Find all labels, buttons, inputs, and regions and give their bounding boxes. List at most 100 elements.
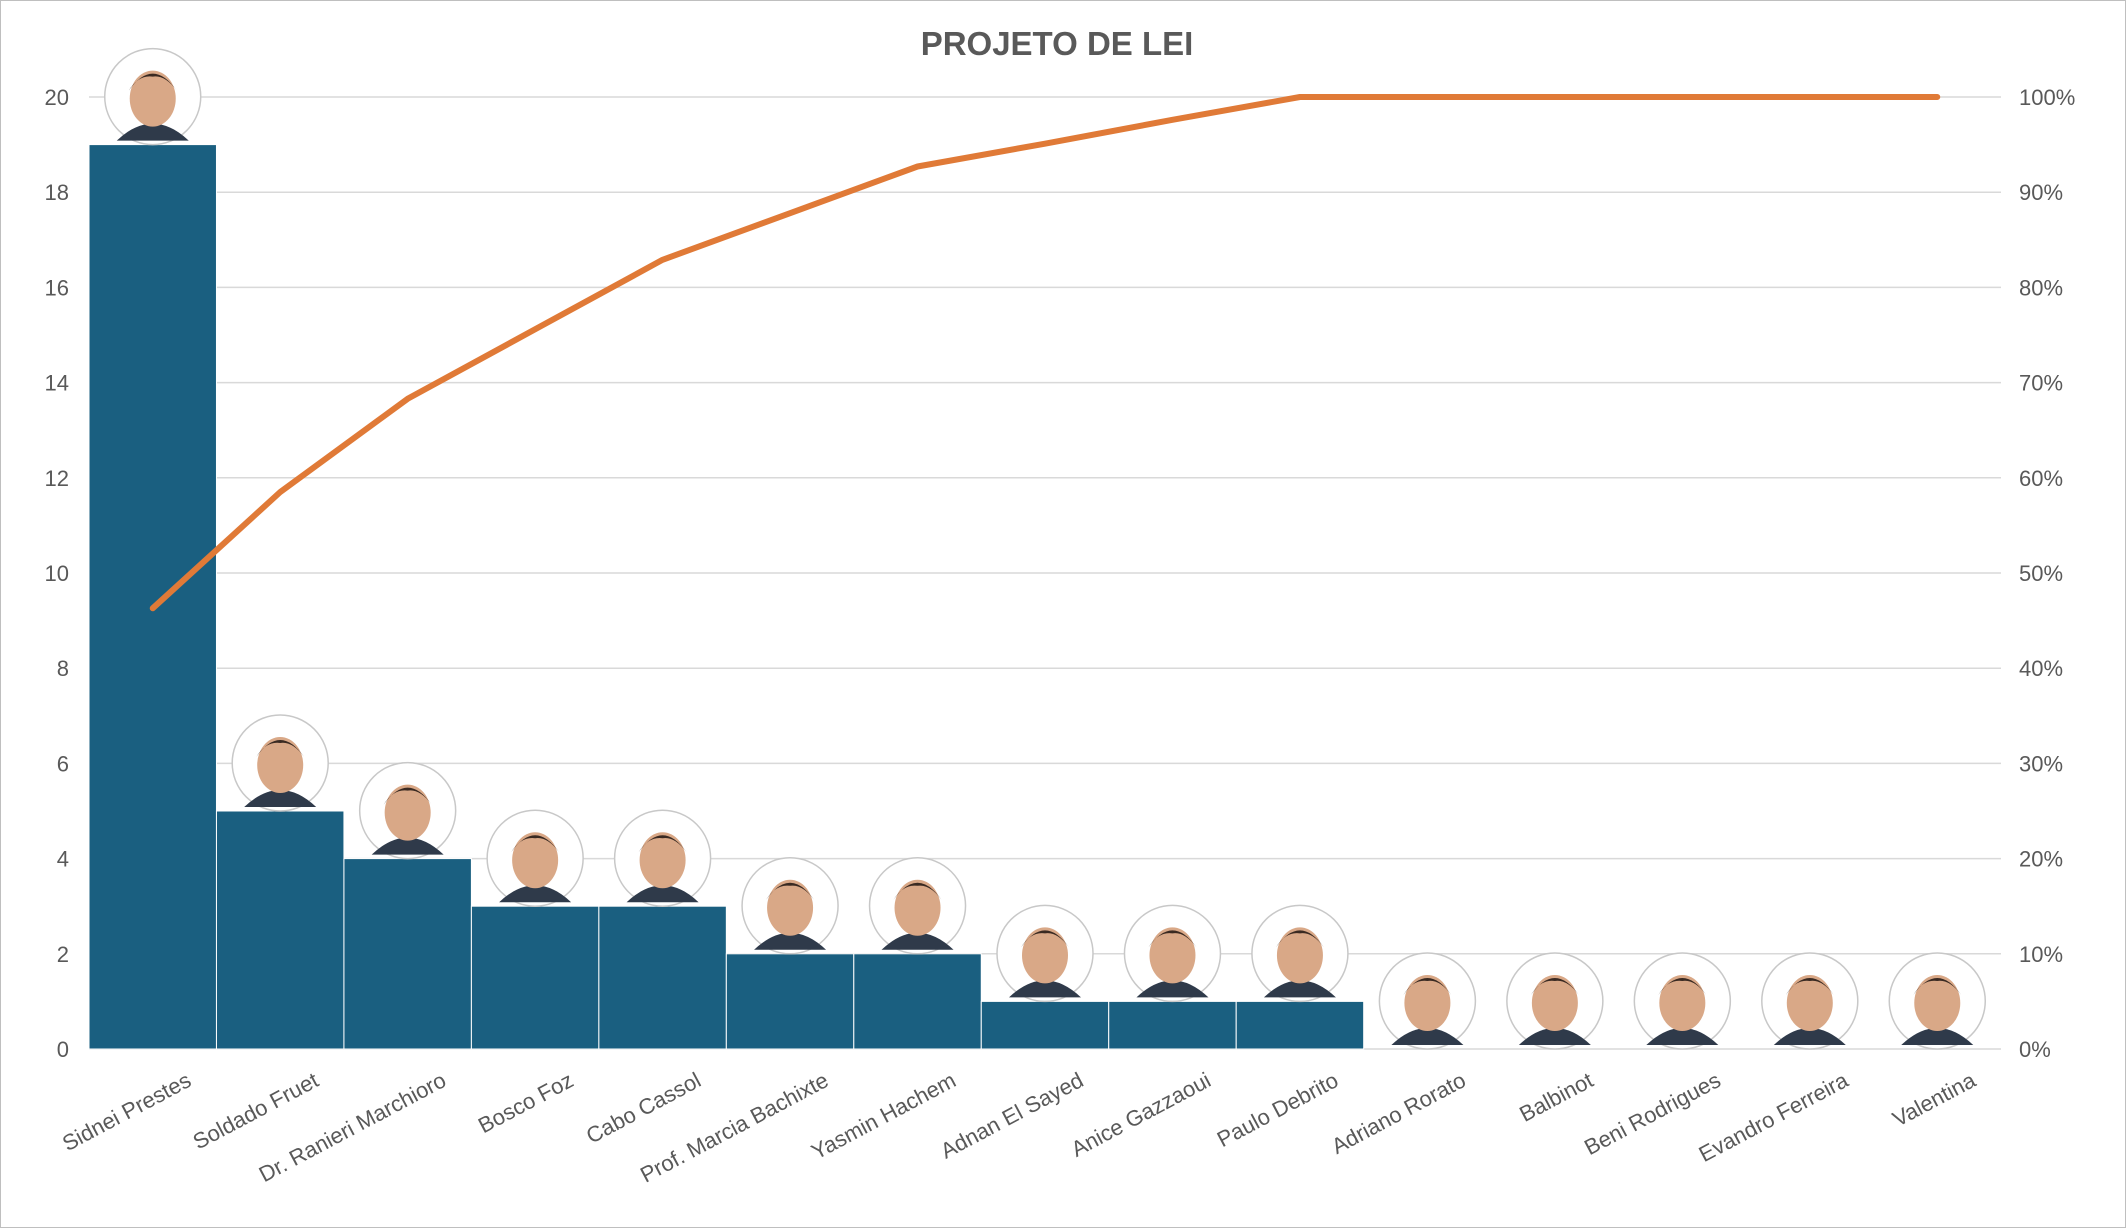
bar [470,905,600,1050]
x-category-label: Cabo Cassol [582,1067,705,1148]
avatar-face [1276,927,1323,984]
avatar-shoulders [1646,1028,1719,1045]
avatar-hair [1021,930,1069,948]
x-category-label: Valentina [1888,1067,1980,1132]
x-category-label: Adnan El Sayed [936,1067,1087,1163]
y-right-tick-label: 60% [2019,466,2063,491]
avatars [103,47,1987,1050]
cumulative-line [149,94,1941,612]
avatar-hair [1913,978,1962,995]
bar [1235,1000,1365,1050]
avatar-face [1404,975,1451,1031]
avatar-face [512,832,559,889]
bar [215,810,345,1050]
avatar-hair [383,787,432,805]
avatar-photo [1761,952,1859,1050]
avatar-hair [1275,930,1324,948]
avatar-face [1149,927,1196,984]
avatar-hair [128,73,177,91]
avatar-shoulders [371,837,444,855]
y-left-tick-label: 14 [45,371,69,396]
y-right-tick-label: 100% [2019,85,2075,110]
avatar-photo [1633,952,1732,1050]
y-right-tick-label: 80% [2019,275,2063,300]
y-left-tick-label: 8 [57,656,69,681]
y-right-tick-label: 30% [2019,751,2063,776]
avatar-photo [358,761,457,860]
y-left-tick-label: 16 [45,275,69,300]
avatar-photo [613,809,712,907]
y-right-tick-label: 20% [2019,847,2063,872]
avatar-face [1786,975,1833,1031]
cumulative-line-path [149,94,1941,612]
avatar-face [1531,975,1578,1031]
avatar-shoulders [244,790,317,807]
bar [88,144,217,1050]
avatar-shoulders [626,885,699,903]
chart-title: PROJETO DE LEI [921,25,1194,62]
y-right-tick-label: 70% [2019,371,2063,396]
avatar-photo [1123,904,1222,1003]
x-category-label: Yasmin Hachem [807,1067,960,1164]
y-left-tick-label: 4 [57,847,69,872]
bars [88,144,1365,1050]
bar [598,905,727,1050]
avatar-hair [1785,978,1834,995]
avatar-photo [1888,952,1987,1050]
x-category-label: Bosco Foz [474,1067,578,1138]
avatar-hair [893,882,942,900]
avatar-photo [231,714,329,812]
avatar-face [1659,975,1706,1031]
avatar-photo [1251,904,1349,1003]
x-category-label: Anice Gazzaoui [1067,1067,1215,1161]
avatar-hair [1148,930,1197,948]
avatar-hair [511,835,560,853]
avatar-photo [486,809,584,907]
y-axis-right: 0% 10% 20% 30% 40% 50% 60% 70% 80% 90% 100% [2019,85,2075,1062]
avatar-hair [1658,978,1707,995]
avatar-face [767,879,814,936]
x-category-label: Balbinot [1515,1067,1597,1126]
y-right-tick-label: 40% [2019,656,2063,681]
y-left-tick-label: 20 [45,85,69,110]
avatar-face [384,784,431,841]
avatar-face [1914,975,1961,1031]
avatar-photo [103,47,202,146]
avatar-face [1022,927,1068,984]
avatar-face [639,832,686,889]
avatar-photo [996,904,1094,1003]
bar [853,953,982,1050]
bar [980,1000,1110,1050]
bar [725,953,855,1050]
avatar-hair [638,835,687,853]
avatar-shoulders [1773,1028,1846,1045]
y-left-tick-label: 10 [45,561,69,586]
avatar-hair [1530,978,1579,995]
avatar-photo [868,857,967,955]
x-category-label: Sidnei Prestes [58,1067,195,1156]
y-left-tick-label: 0 [57,1037,69,1062]
avatar-photo [1506,952,1604,1050]
x-category-label: Adriano Rorato [1327,1067,1469,1159]
bar [1108,1000,1237,1050]
avatar-face [129,70,176,127]
avatar-shoulders [499,885,572,903]
y-axis-left: 0 2 4 6 8 10 12 14 16 18 20 [45,85,69,1062]
avatar-shoulders [754,932,827,950]
avatar-photo [1378,952,1477,1050]
x-category-label: Paulo Debrito [1213,1067,1342,1152]
bar [343,858,472,1050]
y-left-tick-label: 18 [45,180,69,205]
y-right-tick-label: 10% [2019,942,2063,967]
avatar-shoulders [1009,980,1081,998]
y-left-tick-label: 6 [57,751,69,776]
avatar-shoulders [881,932,954,950]
avatar-shoulders [1901,1028,1974,1045]
avatar-shoulders [1391,1028,1464,1045]
avatar-shoulders [1136,980,1209,998]
y-right-tick-label: 50% [2019,561,2063,586]
avatar-photo [741,857,839,955]
avatar-face [894,879,941,936]
